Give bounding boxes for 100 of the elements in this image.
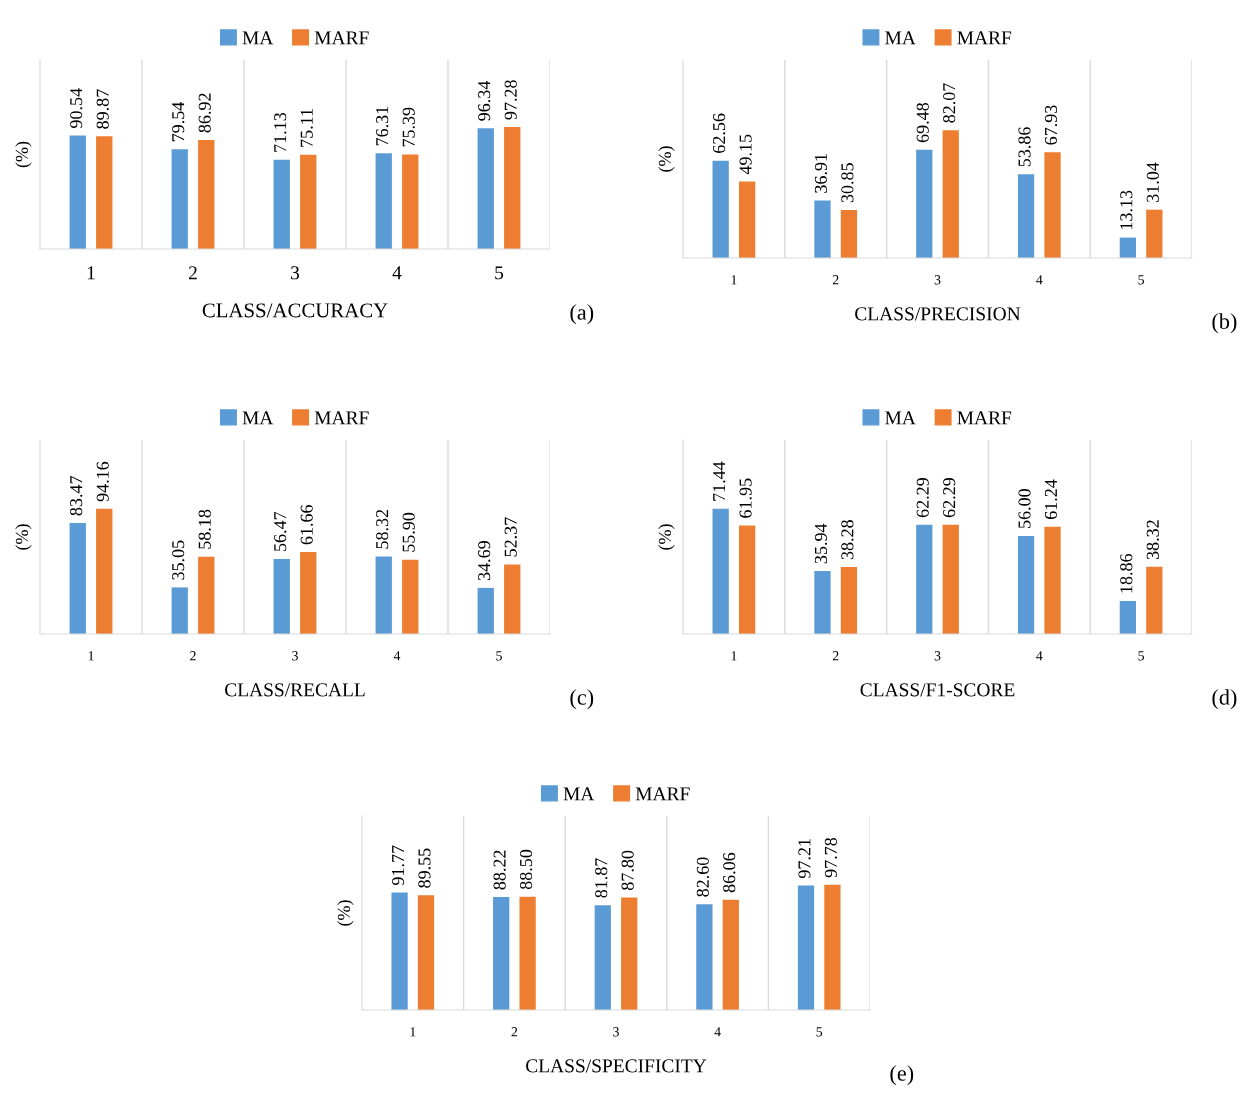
bar bbox=[402, 559, 419, 634]
data-label: 61.95 bbox=[739, 478, 752, 518]
x-tick-label: 3 bbox=[292, 651, 298, 661]
x-tick-label: 1 bbox=[731, 275, 737, 285]
y-axis-title: (%) bbox=[15, 524, 32, 550]
bar bbox=[273, 558, 290, 634]
y-axis-title: (%) bbox=[658, 146, 675, 172]
x-tick-label: 5 bbox=[816, 1027, 823, 1037]
bar bbox=[69, 135, 86, 249]
data-label: 38.32 bbox=[1146, 520, 1159, 560]
legend-label: MA bbox=[242, 411, 274, 425]
bar bbox=[375, 556, 392, 634]
data-label: 86.06 bbox=[723, 852, 736, 893]
bar bbox=[477, 587, 494, 634]
bar bbox=[916, 524, 933, 634]
x-axis-title: CLASS/F1-SCORE bbox=[860, 683, 1015, 697]
bar bbox=[840, 566, 858, 634]
bar bbox=[477, 128, 494, 249]
data-label: 97.28 bbox=[504, 80, 517, 120]
bar bbox=[738, 181, 756, 258]
x-tick-label: 2 bbox=[832, 275, 839, 285]
data-label: 90.54 bbox=[70, 88, 83, 128]
data-label: 67.93 bbox=[1044, 105, 1058, 145]
bar bbox=[171, 587, 188, 634]
bar bbox=[712, 160, 729, 258]
legend-label: MA bbox=[885, 31, 916, 45]
x-tick-label: 5 bbox=[495, 266, 504, 280]
data-label: 62.29 bbox=[916, 478, 929, 518]
data-label: 62.56 bbox=[713, 113, 726, 153]
text: (c) bbox=[570, 689, 594, 710]
data-label: 18.86 bbox=[1120, 553, 1133, 593]
legend-label: MA bbox=[242, 31, 274, 45]
x-axis-title: CLASS/RECALL bbox=[225, 683, 365, 697]
bar bbox=[696, 904, 713, 1010]
bar bbox=[273, 159, 290, 249]
data-label: 56.00 bbox=[1018, 489, 1031, 528]
bar bbox=[493, 897, 510, 1010]
data-label: 49.15 bbox=[739, 134, 752, 175]
bar bbox=[1017, 535, 1035, 634]
bar bbox=[1146, 209, 1163, 258]
bar bbox=[504, 127, 521, 249]
bar bbox=[824, 884, 841, 1010]
bar bbox=[797, 885, 815, 1010]
data-label: 97.78 bbox=[824, 837, 838, 878]
data-label: 88.50 bbox=[519, 849, 533, 890]
data-label: 91.77 bbox=[391, 845, 405, 886]
bar bbox=[621, 897, 638, 1010]
bar bbox=[1044, 152, 1061, 258]
legend-label: MARF bbox=[957, 411, 1012, 425]
data-label: 52.37 bbox=[504, 517, 517, 557]
data-label: 89.87 bbox=[96, 89, 109, 129]
bar bbox=[300, 154, 317, 249]
bar bbox=[738, 525, 756, 634]
data-label: 53.86 bbox=[1018, 127, 1031, 167]
x-tick-label: 5 bbox=[1138, 651, 1145, 661]
x-tick-label: 4 bbox=[1036, 651, 1043, 661]
x-tick-label: 1 bbox=[88, 651, 94, 661]
data-label: 79.54 bbox=[172, 102, 185, 142]
data-label: 75.11 bbox=[300, 109, 313, 147]
data-label: 58.18 bbox=[198, 509, 211, 549]
data-label: 82.07 bbox=[943, 83, 956, 123]
x-tick-label: 2 bbox=[511, 1027, 518, 1037]
bar bbox=[916, 149, 933, 258]
text: (a) bbox=[570, 304, 594, 325]
legend-label: MA bbox=[563, 787, 595, 801]
bar bbox=[391, 892, 408, 1010]
bar bbox=[171, 149, 188, 249]
x-tick-label: 2 bbox=[188, 266, 197, 280]
bar bbox=[198, 140, 215, 249]
legend-label: MA bbox=[885, 411, 916, 425]
data-label: 36.91 bbox=[814, 154, 828, 193]
data-label: 34.69 bbox=[478, 541, 491, 581]
bar bbox=[1119, 600, 1137, 634]
data-label: 86.92 bbox=[198, 93, 211, 133]
data-label: 76.31 bbox=[376, 106, 389, 146]
x-tick-label: 4 bbox=[1036, 275, 1043, 285]
bar bbox=[722, 899, 739, 1010]
data-label: 87.80 bbox=[621, 850, 634, 890]
data-label: 35.05 bbox=[172, 540, 185, 580]
x-tick-label: 3 bbox=[934, 275, 941, 285]
bar bbox=[1119, 237, 1137, 258]
x-tick-label: 2 bbox=[190, 651, 196, 661]
x-tick-label: 1 bbox=[731, 651, 737, 661]
data-label: 81.87 bbox=[595, 858, 608, 898]
y-axis-title: (%) bbox=[658, 524, 675, 550]
bar bbox=[814, 200, 831, 258]
x-tick-label: 4 bbox=[392, 266, 402, 280]
x-tick-label: 4 bbox=[393, 651, 401, 661]
data-label: 56.47 bbox=[274, 511, 287, 551]
legend-label: MARF bbox=[957, 31, 1012, 45]
text: (d) bbox=[1212, 689, 1237, 710]
bar bbox=[1044, 526, 1061, 634]
bar bbox=[417, 895, 435, 1010]
legend-label: MARF bbox=[635, 787, 690, 801]
data-label: 97.21 bbox=[798, 839, 811, 879]
data-label: 88.22 bbox=[493, 850, 506, 890]
x-tick-label: 3 bbox=[934, 651, 941, 661]
data-label: 61.24 bbox=[1044, 479, 1058, 519]
data-label: 89.55 bbox=[418, 848, 431, 888]
data-label: 38.28 bbox=[841, 520, 854, 560]
